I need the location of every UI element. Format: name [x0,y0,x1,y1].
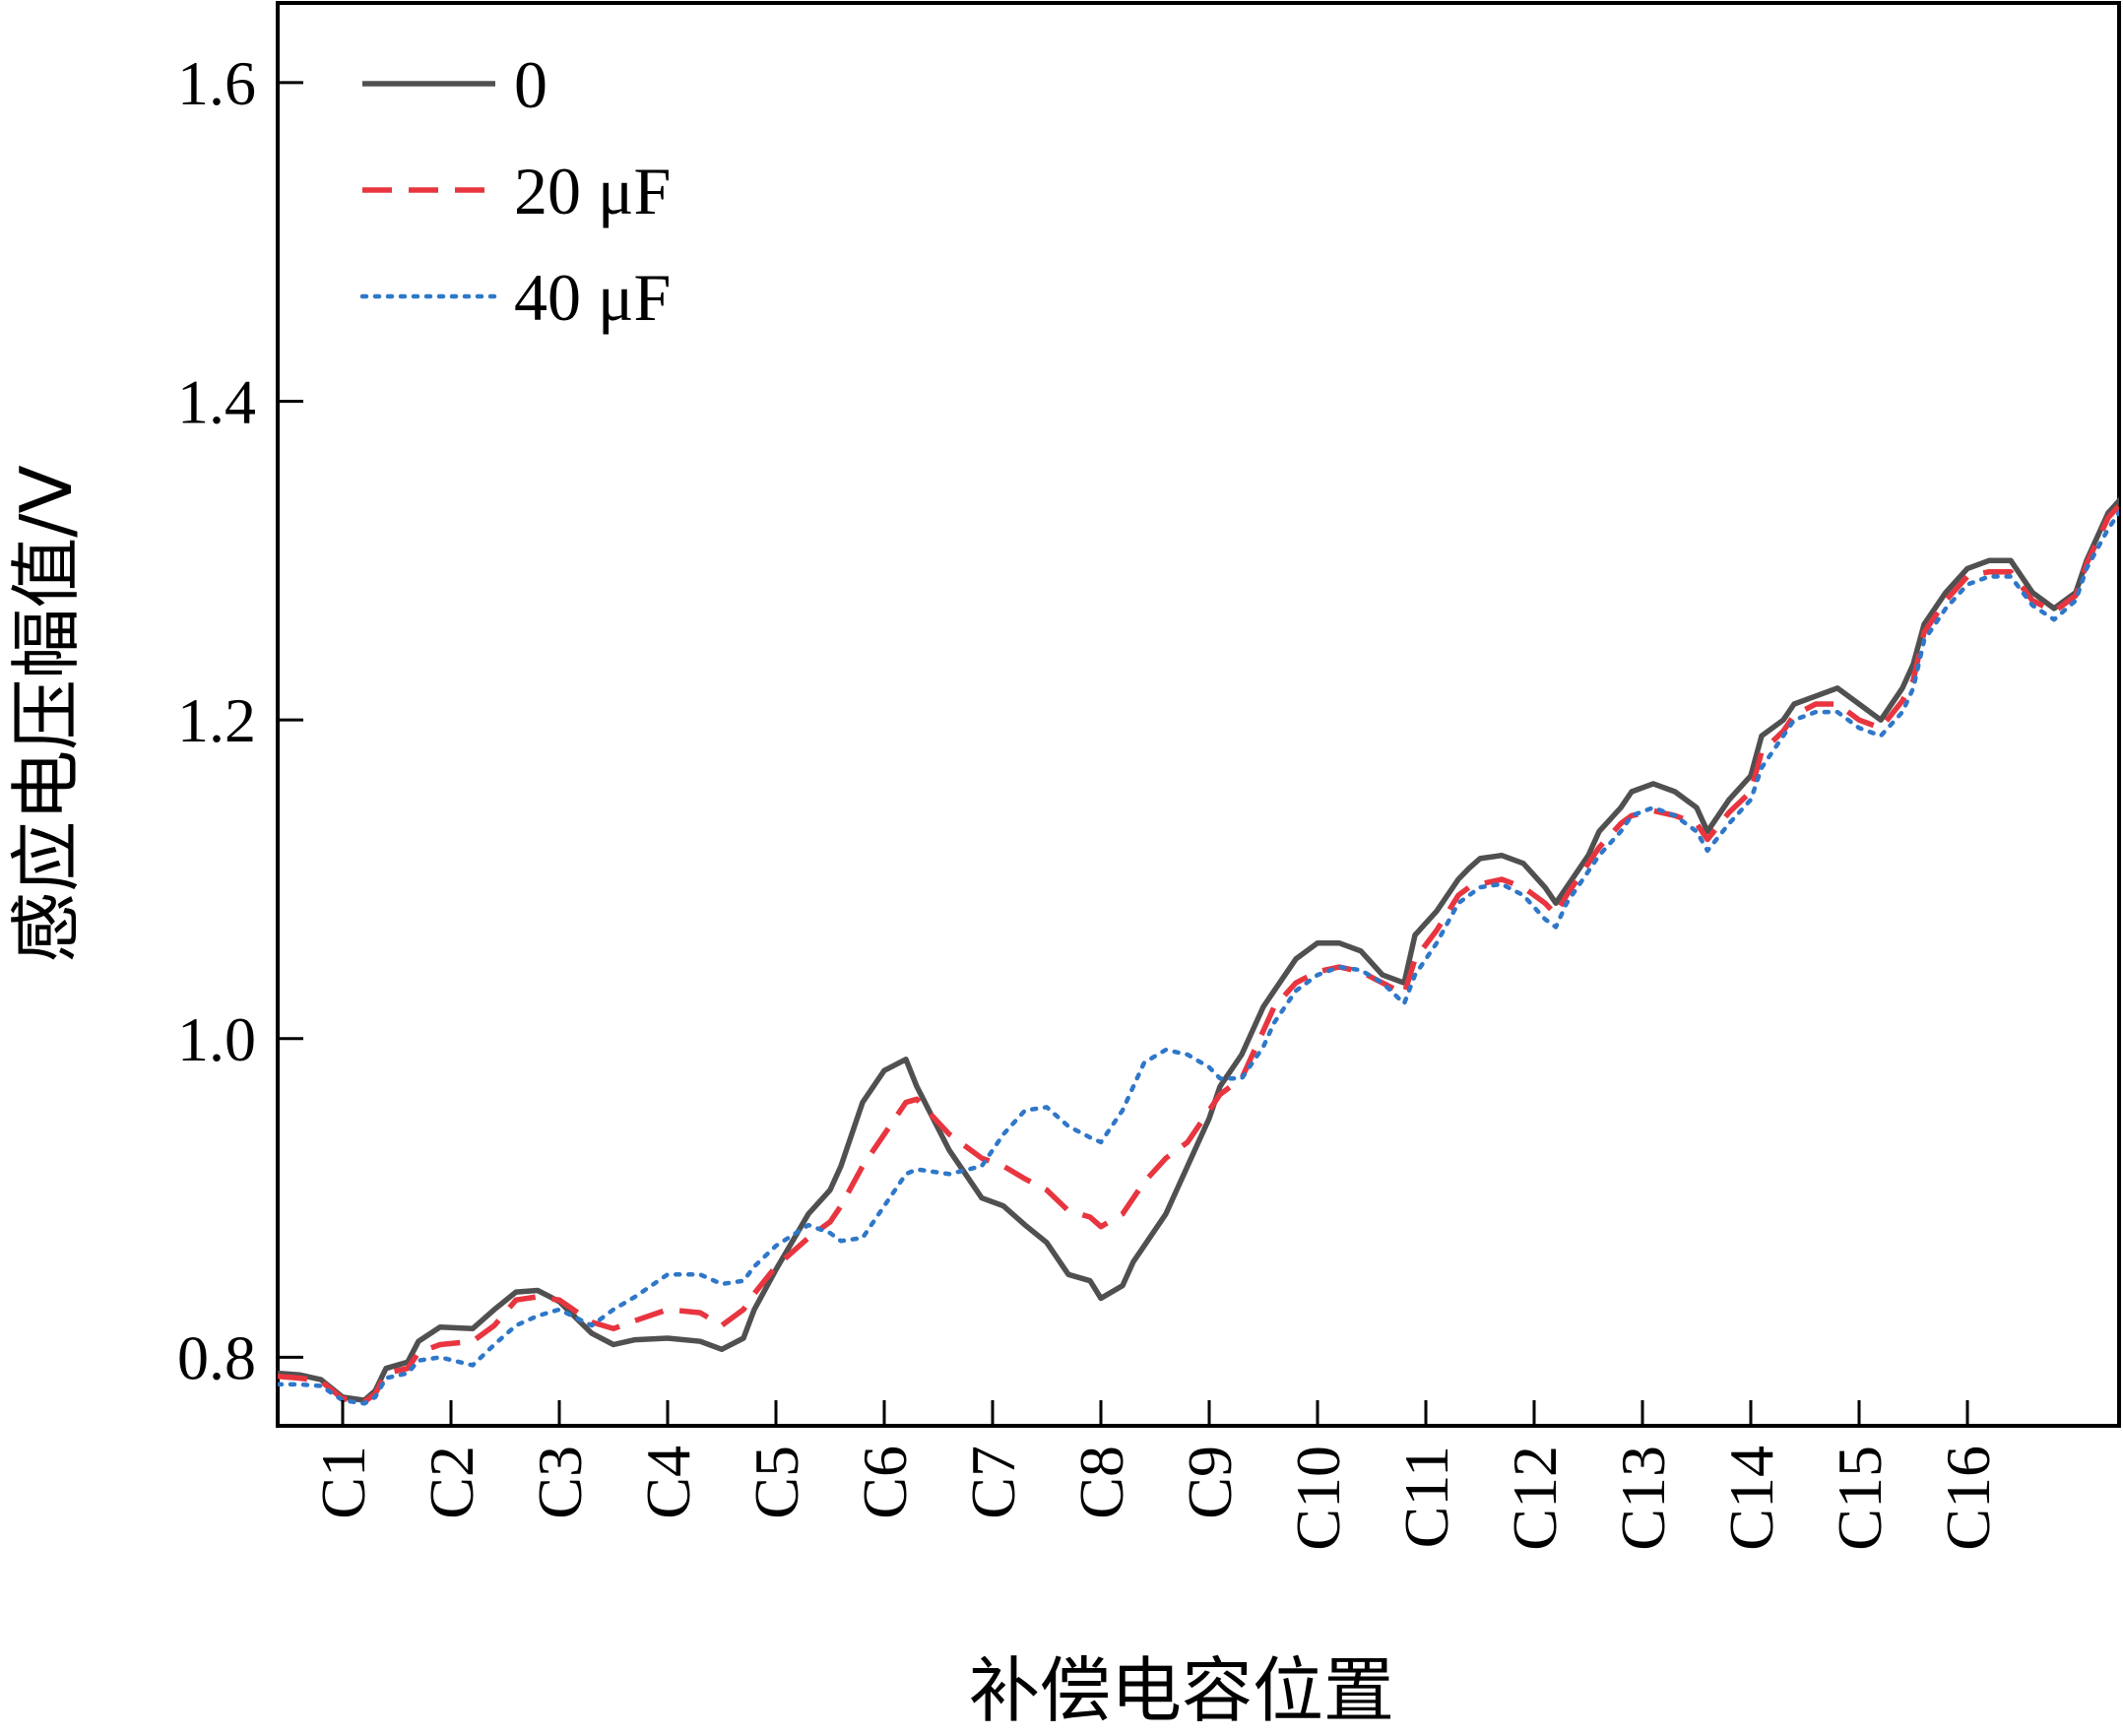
legend-label-2: 40 μF [514,260,671,335]
legend: 0 20 μF 40 μF [359,47,671,335]
plot-frame [276,1,2121,1428]
x-tick-label: C6 [850,1446,920,1519]
x-tick-label: C15 [1825,1446,1895,1551]
series-line-2 [278,508,2119,1406]
x-tick-label: C16 [1933,1446,2003,1551]
x-tick-label: C8 [1066,1446,1136,1519]
x-tick-label: C11 [1391,1446,1461,1548]
series-layer [278,496,2119,1406]
x-tick-label: C10 [1283,1446,1353,1551]
x-tick-label: C12 [1500,1446,1570,1551]
legend-label-0: 0 [514,47,547,122]
x-tick-label: C4 [633,1446,703,1519]
y-tick-label: 1.2 [177,685,256,755]
x-tick-label: C9 [1175,1446,1245,1519]
y-axis: 0.8 1.0 1.2 1.4 1.6 [177,48,303,1392]
x-tick-label: C3 [525,1446,595,1519]
x-axis: C1 C2 C3 C4 C5 C6 C7 C8 C9 C10 C11 C12 C13 C14 C15 C16 [308,1400,2003,1551]
x-tick-label: C2 [417,1446,486,1519]
x-tick-label: C1 [308,1446,378,1519]
y-axis-title: 感应电压幅值/V [5,465,88,963]
series-line-1 [278,501,2119,1405]
y-tick-label: 1.0 [177,1004,256,1074]
x-tick-label: C14 [1716,1446,1786,1551]
legend-label-1: 20 μF [514,154,671,228]
x-axis-title: 补偿电容位置 [969,1649,1394,1732]
y-tick-label: 1.6 [177,48,256,118]
y-tick-label: 1.4 [177,367,256,437]
x-tick-label: C13 [1608,1446,1678,1551]
y-tick-label: 0.8 [177,1322,256,1392]
x-tick-label: C5 [741,1446,811,1519]
series-line-0 [278,496,2119,1403]
x-tick-label: C7 [958,1446,1028,1519]
